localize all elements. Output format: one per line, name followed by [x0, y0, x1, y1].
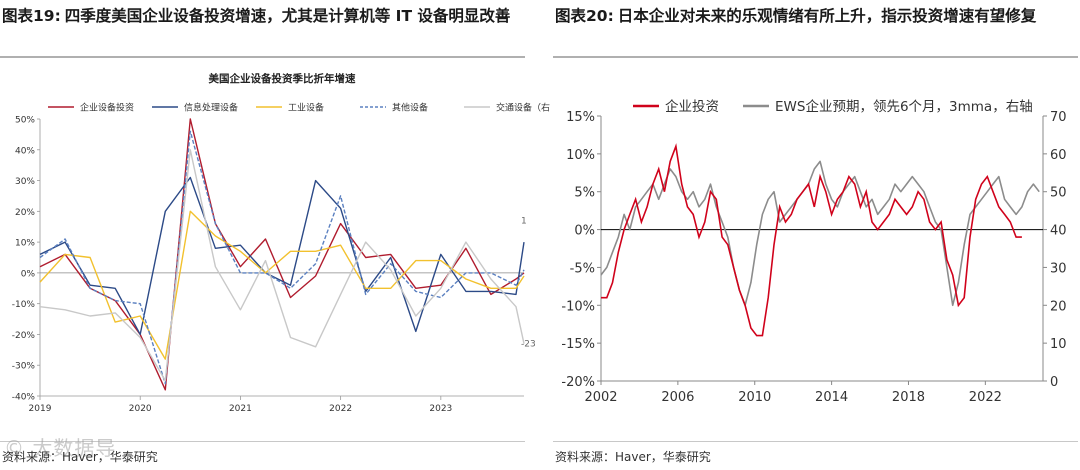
legend-label-2: 工业设备	[288, 102, 324, 114]
right-figure-title: 图表20: 日本企业对未来的乐观情绪有所上升，指示投资增速有望修复	[555, 4, 1075, 28]
right-figure-caption: 日本企业对未来的乐观情绪有所上升，指示投资增速有望修复	[617, 7, 1037, 25]
y-tick-label: -40%	[12, 393, 36, 403]
series-line-3	[39, 130, 525, 385]
y-tick-label: 50%	[15, 116, 35, 126]
y-right-tick-label: 40	[1050, 224, 1067, 239]
y-left-tick-label: -15%	[561, 337, 595, 352]
y-left-tick-label: 15%	[566, 110, 595, 125]
y-right-tick-label: 20	[1050, 299, 1067, 314]
y-tick-label: 20%	[15, 208, 35, 218]
annotation-label-1: -23	[521, 340, 536, 350]
right-bottom-rule	[553, 441, 1078, 442]
y-right-tick-label: 60	[1050, 148, 1067, 163]
y-tick-label: 0%	[21, 269, 36, 279]
right-figure-number: 图表20:	[555, 7, 614, 25]
left-bottom-rule	[0, 441, 525, 442]
y-left-tick-label: -20%	[561, 375, 595, 390]
watermark: © 大数据导	[4, 436, 117, 460]
series-line-2	[39, 210, 525, 360]
y-tick-label: -20%	[12, 331, 36, 341]
y-right-tick-label: 0	[1050, 375, 1058, 390]
annotation-label-0: 1	[521, 217, 527, 227]
series-line-1	[39, 176, 525, 336]
x-tick-label: 2022	[969, 390, 1002, 405]
x-tick-label: 2022	[329, 404, 352, 414]
y-left-tick-label: 10%	[566, 148, 595, 163]
series-line-1	[600, 160, 1040, 307]
legend-label-1: EWS企业预期，领先6个月，3mma，右轴	[775, 98, 1033, 115]
left-figure-number: 图表19:	[2, 7, 61, 25]
x-tick-label: 2010	[738, 390, 771, 405]
left-top-rule	[0, 56, 525, 58]
y-right-tick-label: 70	[1050, 110, 1067, 125]
y-right-tick-label: 10	[1050, 337, 1067, 352]
y-right-tick-label: 50	[1050, 186, 1067, 201]
left-figure-panel: 图表19: 四季度美国企业设备投资增速，尤其是计算机等 IT 设备明显改善 美国企…	[0, 0, 550, 470]
legend-label-0: 企业设备投资	[80, 102, 134, 114]
y-right-tick-label: 30	[1050, 261, 1067, 276]
series-line-4	[39, 149, 525, 382]
left-source-note: 资料来源：Haver，华泰研究	[2, 450, 158, 464]
series-line-0	[39, 118, 525, 391]
x-tick-label: 2002	[584, 390, 617, 405]
left-figure-caption: 四季度美国企业设备投资增速，尤其是计算机等 IT 设备明显改善	[64, 7, 511, 25]
y-left-tick-label: 0%	[574, 224, 595, 239]
chart-title: 美国企业设备投资季比折年增速	[209, 72, 356, 85]
legend-label-1: 信息处理设备	[184, 102, 238, 114]
y-left-tick-label: -5%	[570, 261, 595, 276]
series-line-0	[601, 143, 1022, 337]
x-tick-label: 2021	[229, 404, 252, 414]
right-top-rule	[553, 56, 1078, 58]
x-tick-label: 2019	[29, 404, 52, 414]
y-tick-label: -10%	[12, 300, 36, 310]
right-line-chart: 企业投资 EWS企业预期，领先6个月，3mma，右轴 -20% -15% -10% -5%…	[561, 98, 1067, 405]
x-tick-label: 2006	[661, 390, 694, 405]
y-tick-label: 10%	[15, 239, 35, 249]
x-tick-label: 2014	[815, 390, 848, 405]
x-tick-label: 2020	[129, 404, 152, 414]
left-figure-title: 图表19: 四季度美国企业设备投资增速，尤其是计算机等 IT 设备明显改善	[2, 4, 522, 28]
y-left-tick-label: -10%	[561, 299, 595, 314]
y-tick-label: 40%	[15, 146, 35, 156]
y-tick-label: 30%	[15, 177, 35, 187]
x-tick-label: 2018	[892, 390, 925, 405]
x-tick-label: 2023	[429, 404, 452, 414]
legend-label-4: 交通设备（右	[496, 102, 550, 114]
y-left-tick-label: 5%	[574, 186, 595, 201]
legend-label-3: 其他设备	[392, 102, 428, 114]
right-figure-panel: 图表20: 日本企业对未来的乐观情绪有所上升，指示投资增速有望修复 企业投资 EWS…	[553, 0, 1078, 470]
legend-label-0: 企业投资	[665, 98, 719, 115]
y-tick-label: -30%	[12, 362, 36, 372]
right-source-note: 资料来源：Haver，华泰研究	[555, 450, 711, 464]
